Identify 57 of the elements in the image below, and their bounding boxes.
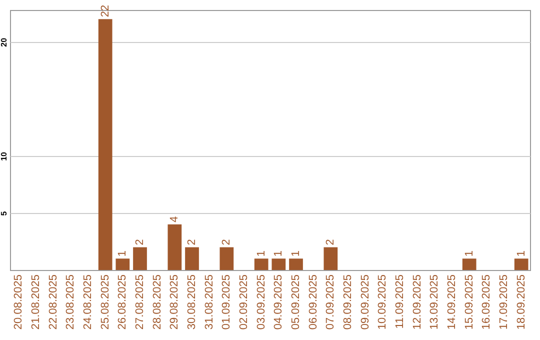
x-tick-label: 17.09.2025 [498,274,510,330]
data-label: 1 [255,250,268,257]
x-tick-label: 01.09.2025 [220,274,233,330]
x-tick-label: 03.09.2025 [255,274,268,330]
y-tick-label: 5 [0,210,8,216]
data-label: 2 [134,239,146,246]
bar [272,258,286,270]
x-tick-label: 06.09.2025 [307,274,320,330]
bar [185,247,199,270]
x-tick-label: 10.09.2025 [376,274,389,330]
x-tick-label: 24.08.2025 [82,274,94,330]
x-tick-label: 04.09.2025 [272,274,285,330]
x-tick-label: 11.09.2025 [394,274,406,329]
x-tick-label: 27.08.2025 [134,274,146,330]
x-tick-label: 22.08.2025 [47,274,60,330]
data-label: 1 [463,250,476,257]
bar [220,247,234,270]
data-label: 1 [515,250,528,257]
x-tick-label: 14.09.2025 [446,274,458,330]
x-tick-label: 16.09.2025 [480,274,493,330]
x-tick-label: 28.08.2025 [151,274,164,330]
x-tick-label: 26.08.2025 [116,274,129,330]
data-label: 1 [116,250,129,257]
x-tick-label: 05.09.2025 [290,274,302,330]
bar [324,247,338,270]
x-tick-label: 15.09.2025 [463,274,476,330]
x-tick-label: 31.08.2025 [203,274,216,330]
bar [462,258,476,270]
bar [289,258,303,270]
x-tick-label: 20.08.2025 [12,274,25,330]
x-tick-label: 09.09.2025 [359,274,372,330]
y-tick-label: 10 [0,151,8,161]
data-label: 2 [220,239,233,246]
x-tick-label: 12.09.2025 [411,274,424,330]
x-tick-label: 13.09.2025 [428,274,441,330]
data-label: 22 [99,4,112,18]
x-tick-label: 23.08.2025 [64,274,77,330]
y-tick-label: 20 [0,37,8,47]
data-label: 1 [272,250,285,257]
bar [133,247,147,270]
bar [514,258,528,270]
data-label: 1 [290,250,302,257]
bar [254,258,268,270]
bar [98,19,112,270]
x-tick-label: 25.08.2025 [99,274,112,330]
x-tick-label: 02.09.2025 [238,274,250,330]
x-tick-label: 30.08.2025 [186,274,198,330]
x-tick-label: 08.09.2025 [342,274,354,330]
data-label: 2 [186,239,198,246]
x-tick-label: 29.08.2025 [168,274,181,330]
bar [168,224,182,270]
x-tick-label: 07.09.2025 [324,274,337,330]
x-tick-label: 18.09.2025 [515,274,528,330]
x-tick-label: 21.08.2025 [30,274,42,330]
data-label: 2 [324,239,337,246]
bar [116,258,130,270]
data-label: 4 [168,216,181,222]
